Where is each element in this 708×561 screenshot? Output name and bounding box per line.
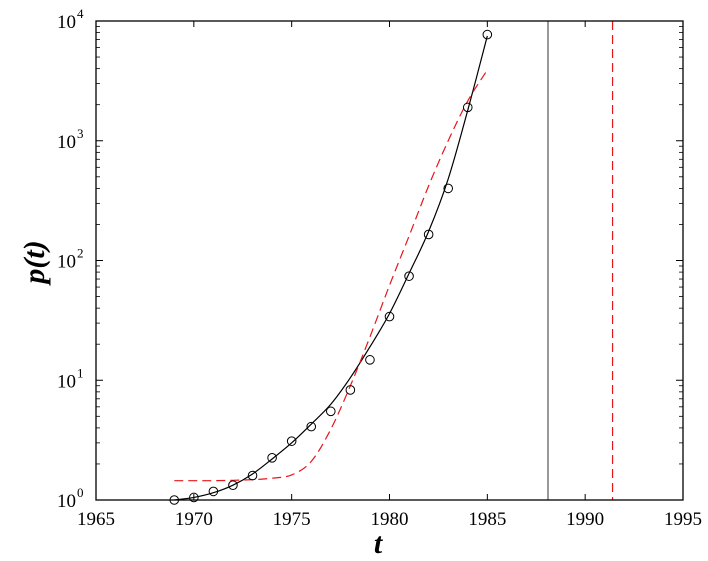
data-point (326, 406, 336, 417)
y-tick-label: 10 (57, 371, 76, 392)
fit-curves (174, 35, 488, 501)
data-point (247, 470, 258, 481)
x-axis-label: t (374, 527, 384, 560)
vertical-lines (547, 21, 614, 500)
data-point (443, 183, 454, 194)
y-tick-label: 10 (57, 491, 76, 512)
data-point (208, 486, 219, 497)
x-tick-label: 1965 (77, 509, 115, 530)
x-tick-label: 1995 (664, 509, 702, 530)
data-point (404, 271, 414, 281)
x-tick-label: 1970 (175, 509, 213, 530)
y-tick-label: 10 (57, 12, 76, 33)
data-point (423, 229, 434, 240)
data-markers (169, 29, 493, 505)
y-axis-label: p(t) (18, 240, 51, 286)
data-point (462, 102, 473, 113)
data-point (286, 436, 297, 446)
axes (95, 20, 684, 501)
red-dashed-fit-curve (174, 69, 488, 482)
data-point (228, 480, 238, 490)
y-tick-exponent: 3 (77, 126, 84, 141)
data-point (482, 29, 493, 40)
data-point (345, 385, 356, 395)
x-tick-label: 1985 (468, 509, 506, 530)
y-tick-exponent: 0 (77, 485, 84, 500)
y-tick-label: 10 (57, 252, 76, 273)
black-solid-fit-curve (174, 35, 488, 501)
x-tick-label: 1990 (566, 509, 604, 530)
y-tick-exponent: 2 (77, 246, 84, 261)
x-tick-label: 1980 (371, 509, 409, 530)
data-point (365, 355, 375, 365)
data-point (189, 492, 199, 503)
y-tick-label: 10 (57, 132, 76, 153)
x-tick-label: 1975 (273, 509, 311, 530)
data-point (306, 421, 317, 432)
y-tick-exponent: 4 (77, 6, 84, 21)
data-point (267, 453, 277, 463)
plot-frame (95, 20, 684, 501)
data-point (384, 311, 395, 322)
y-tick-exponent: 1 (77, 365, 84, 380)
